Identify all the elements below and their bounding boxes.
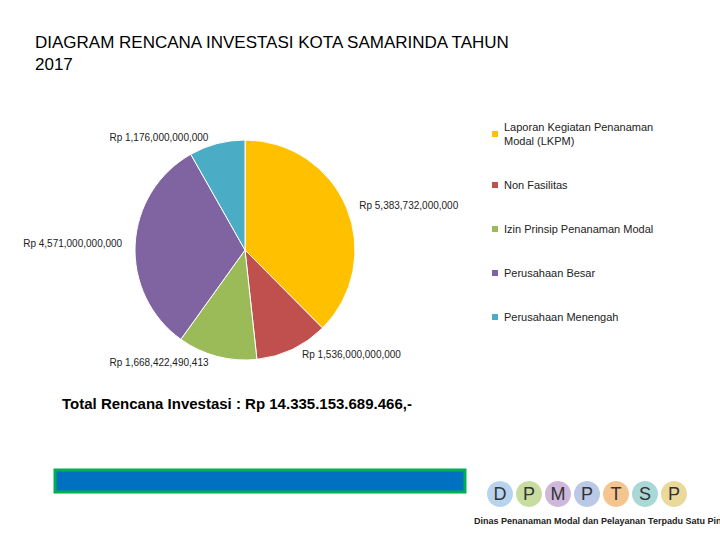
svg-text:P: P — [581, 484, 593, 504]
svg-text:Rp 1,536,000,000,000: Rp 1,536,000,000,000 — [302, 349, 401, 360]
svg-text:DIAGRAM RENCANA INVESTASI KOTA: DIAGRAM RENCANA INVESTASI KOTA SAMARINDA… — [35, 33, 514, 52]
svg-text:Total Rencana Investasi : Rp 1: Total Rencana Investasi : Rp 14.335.153.… — [62, 395, 412, 412]
svg-text:Rp 4,571,000,000,000: Rp 4,571,000,000,000 — [23, 238, 122, 249]
svg-text:2017: 2017 — [35, 55, 73, 74]
svg-text:Non Fasilitas: Non Fasilitas — [504, 179, 568, 191]
svg-text:S: S — [639, 484, 651, 504]
svg-text:Izin Prinsip Penanaman Modal: Izin Prinsip Penanaman Modal — [504, 223, 653, 235]
svg-text:P: P — [668, 484, 680, 504]
svg-text:Modal (LKPM): Modal (LKPM) — [504, 135, 574, 147]
svg-text:D: D — [494, 484, 507, 504]
svg-text:Perusahaan Besar: Perusahaan Besar — [504, 267, 595, 279]
svg-text:Perusahaan Menengah: Perusahaan Menengah — [504, 311, 618, 323]
svg-text:T: T — [611, 484, 622, 504]
svg-text:M: M — [551, 484, 566, 504]
svg-text:Rp 1,176,000,000,000: Rp 1,176,000,000,000 — [109, 132, 208, 143]
svg-text:Rp 1,668,422,490,413: Rp 1,668,422,490,413 — [110, 357, 209, 368]
svg-text:Rp 5,383,732,000,000: Rp 5,383,732,000,000 — [359, 200, 458, 211]
svg-text:P: P — [523, 484, 535, 504]
svg-text:Dinas Penanaman Modal dan Pela: Dinas Penanaman Modal dan Pelayanan Terp… — [474, 516, 720, 526]
svg-text:Laporan Kegiatan Penanaman: Laporan Kegiatan Penanaman — [504, 121, 656, 133]
